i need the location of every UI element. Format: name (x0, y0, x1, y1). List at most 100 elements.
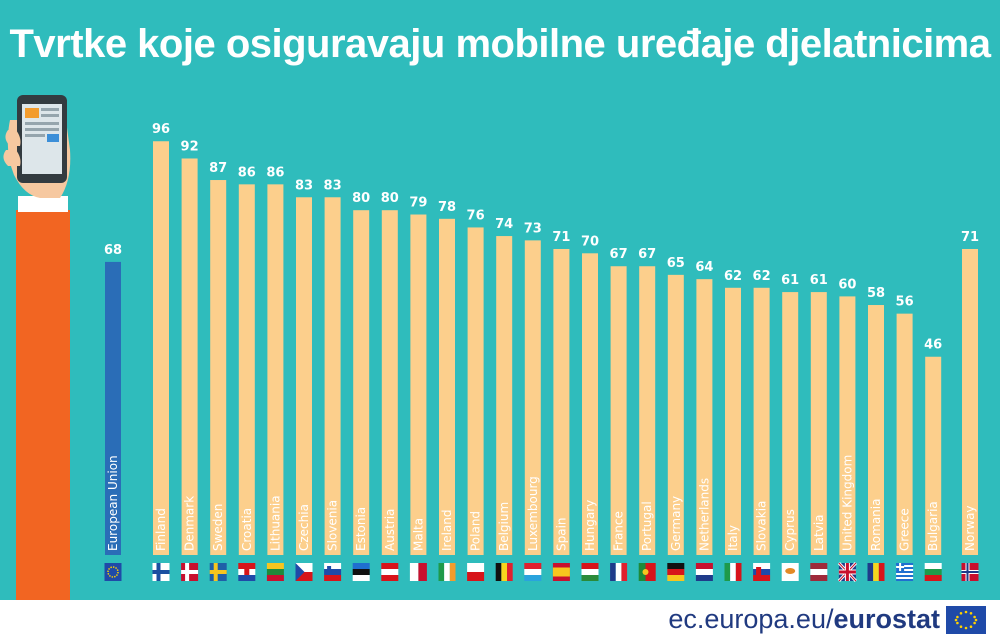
value-label-lithuania: 86 (266, 165, 284, 180)
bar-croatia (238, 184, 255, 555)
bar-greece (896, 313, 913, 555)
value-label-slovenia: 83 (324, 178, 342, 193)
flag-it-icon (724, 563, 742, 581)
bar-romania (868, 305, 884, 555)
category-label-sweden: Sweden (211, 504, 225, 551)
bar-ireland (439, 218, 455, 555)
bar-italy (725, 287, 741, 555)
bar-czechia (296, 197, 312, 555)
bar-belgium (496, 236, 513, 555)
flag-bg-icon (924, 563, 942, 581)
bar-austria (381, 210, 398, 555)
flag-fr-icon (610, 563, 628, 581)
flag-cy-icon (781, 563, 799, 581)
value-label-germany: 65 (667, 256, 685, 271)
bar-malta (410, 214, 427, 555)
category-label-malta: Malta (411, 518, 425, 551)
value-label-spain: 71 (552, 230, 570, 245)
flag-be-icon (495, 563, 513, 581)
footer-url[interactable]: ec.europa.eu/eurostat (668, 601, 940, 637)
value-label-sweden: 87 (209, 161, 227, 176)
bar-bulgaria (925, 356, 942, 555)
value-label-croatia: 86 (238, 165, 256, 180)
flag-ie-icon (438, 563, 456, 581)
category-label-austria: Austria (383, 509, 397, 551)
value-label-poland: 76 (467, 208, 485, 223)
category-label-lithuania: Lithuania (268, 495, 282, 551)
hand-phone-illustration (3, 95, 71, 600)
category-label-norway: Norway (963, 505, 977, 551)
category-label-france: France (612, 511, 626, 551)
value-label-portugal: 67 (638, 247, 656, 262)
value-label-belgium: 74 (495, 217, 513, 232)
value-label-slovakia: 62 (753, 269, 771, 284)
bar-hungary (582, 253, 598, 556)
value-label-bulgaria: 46 (924, 338, 942, 353)
bar-france (610, 266, 627, 555)
sleeve (16, 210, 70, 600)
value-label-france: 67 (610, 247, 628, 262)
category-label-germany: Germany (669, 496, 683, 551)
category-label-slovakia: Slovakia (755, 501, 769, 551)
flag-lu-icon (524, 563, 542, 581)
value-label-finland: 96 (152, 122, 170, 137)
bar-estonia (353, 210, 370, 555)
value-label-czechia: 83 (295, 178, 313, 193)
bar-poland (467, 227, 484, 555)
footer-brand: eurostat (833, 604, 940, 634)
bar-european-union (105, 261, 121, 555)
bar-luxembourg (524, 240, 541, 555)
category-label-finland: Finland (154, 508, 168, 551)
bar-united-kingdom (839, 296, 856, 555)
category-label-greece: Greece (898, 508, 912, 551)
footer-site: ec.europa.eu/ (668, 604, 834, 634)
category-label-spain: Spain (554, 517, 568, 551)
category-label-european-union: European Union (106, 455, 120, 551)
value-label-united-kingdom: 60 (838, 277, 856, 292)
category-label-romania: Romania (869, 499, 883, 551)
flag-hr-icon (238, 563, 256, 581)
bar-latvia (810, 292, 827, 555)
category-label-portugal: Portugal (640, 501, 654, 551)
flag-pt-icon (638, 563, 656, 581)
flag-lv-icon (810, 563, 828, 581)
value-label-denmark: 92 (181, 139, 199, 154)
bar-germany (667, 274, 684, 555)
flag-pl-icon (467, 563, 485, 581)
value-label-luxembourg: 73 (524, 221, 542, 236)
bar-spain (553, 248, 570, 556)
shirt-cuff (18, 196, 68, 212)
value-label-austria: 80 (381, 191, 399, 206)
flag-se-icon (209, 563, 227, 581)
value-label-latvia: 61 (810, 273, 828, 288)
bar-netherlands (696, 279, 713, 555)
flag-no-icon (961, 563, 979, 581)
value-label-italy: 62 (724, 269, 742, 284)
category-label-italy: Italy (726, 525, 740, 551)
bar-sweden (210, 180, 227, 555)
value-label-ireland: 78 (438, 200, 456, 215)
bar-portugal (639, 266, 656, 555)
bar-chart: 68 European Union 96 Finland 92 Denmark 87 Swed… (3, 95, 979, 600)
category-label-poland: Poland (469, 511, 483, 551)
value-label-netherlands: 64 (695, 260, 713, 275)
value-label-romania: 58 (867, 286, 885, 301)
bar-finland (153, 141, 169, 556)
category-label-latvia: Latvia (812, 514, 826, 551)
flag-gr-icon (896, 563, 914, 581)
bar-slovenia (324, 197, 341, 555)
flag-uk-icon (837, 561, 857, 583)
category-label-belgium: Belgium (497, 502, 511, 551)
eu-flag-logo-icon (946, 606, 986, 634)
bar-norway (962, 248, 978, 556)
flag-fi-icon (152, 563, 170, 581)
category-label-united-kingdom: United Kingdom (840, 455, 854, 551)
value-label-estonia: 80 (352, 191, 370, 206)
flag-mt-icon (409, 563, 427, 581)
bar-denmark (181, 158, 198, 556)
category-label-czechia: Czechia (297, 504, 311, 551)
value-label-hungary: 70 (581, 234, 599, 249)
category-label-hungary: Hungary (583, 500, 597, 551)
flag-dk-icon (181, 563, 199, 581)
category-label-slovenia: Slovenia (326, 500, 340, 551)
